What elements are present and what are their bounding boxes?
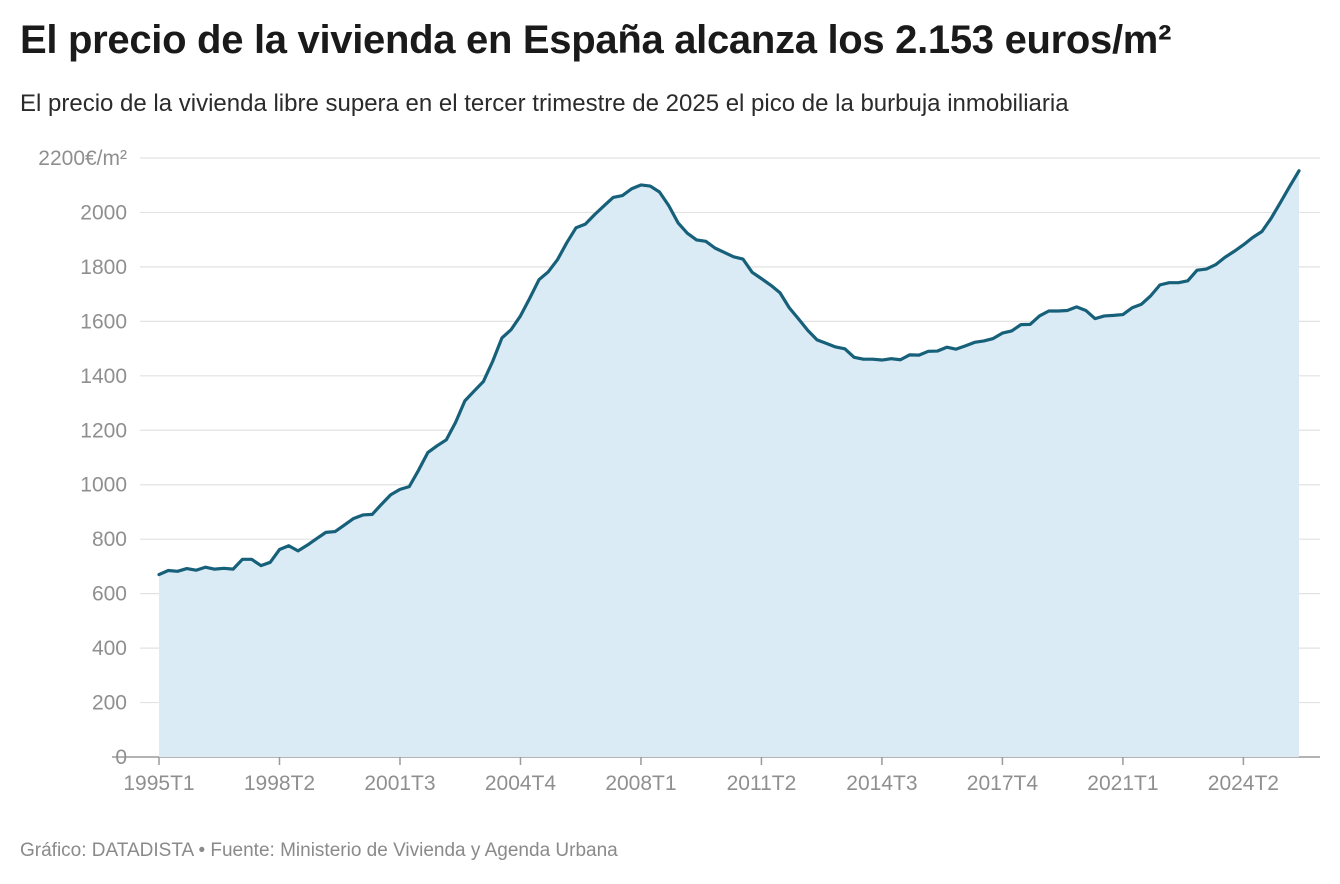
y-tick-label-200: 200 xyxy=(92,692,127,715)
y-tick-label-1000: 1000 xyxy=(80,474,127,497)
x-tick-label-2024T2: 2024T2 xyxy=(1208,772,1279,795)
x-tick-label-2011T2: 2011T2 xyxy=(727,772,797,795)
area-fill xyxy=(159,170,1299,758)
y-tick-label-1400: 1400 xyxy=(80,365,127,388)
y-tick-label-2000: 2000 xyxy=(80,201,127,224)
series-line xyxy=(157,169,1301,577)
area-chart: 0 200 400 600 800 1000 1200 1400 1600 1800 2000 220… xyxy=(38,147,1320,795)
footer-separator: • xyxy=(198,840,206,861)
chart-title: El precio de la vivienda en España alcan… xyxy=(20,18,1172,62)
x-tick-label-1998T2: 1998T2 xyxy=(244,772,315,795)
y-tick-label-2200: 2200€/m² xyxy=(38,147,127,170)
y-tick-label-1200: 1200 xyxy=(80,419,127,442)
series-line-layer xyxy=(157,169,1301,577)
y-tick-label-1800: 1800 xyxy=(80,256,127,279)
y-tick-label-0: 0 xyxy=(115,746,127,769)
y-tick-label-600: 600 xyxy=(92,583,127,606)
x-tick-label-2014T3: 2014T3 xyxy=(846,772,917,795)
area-fill-layer xyxy=(159,170,1299,758)
x-tick-label-2021T1: 2021T1 xyxy=(1087,772,1158,795)
chart-footer: Gráfico: DATADISTA • Fuente: Ministerio … xyxy=(20,840,618,862)
x-tick-label-2008T1: 2008T1 xyxy=(605,772,676,795)
chart-subtitle: El precio de la vivienda libre supera en… xyxy=(20,90,1069,117)
y-axis-ticks: 0 200 400 600 800 1000 1200 1400 1600 1800 2000 220… xyxy=(38,147,127,769)
footer-source: Fuente: Ministerio de Vivienda y Agenda … xyxy=(210,840,618,861)
x-tick-label-2004T4: 2004T4 xyxy=(485,772,557,795)
y-tick-label-800: 800 xyxy=(92,528,127,551)
x-tick-label-2017T4: 2017T4 xyxy=(967,772,1039,795)
footer-credit: Gráfico: DATADISTA xyxy=(20,840,194,861)
x-tick-label-1995T1: 1995T1 xyxy=(123,772,194,795)
y-tick-label-1600: 1600 xyxy=(80,310,127,333)
x-tick-label-2001T3: 2001T3 xyxy=(364,772,435,795)
x-axis-ticks: 1995T1 1998T2 2001T3 2004T4 2008T1 2011T2 2014… xyxy=(123,757,1279,795)
y-tick-label-400: 400 xyxy=(92,637,127,660)
